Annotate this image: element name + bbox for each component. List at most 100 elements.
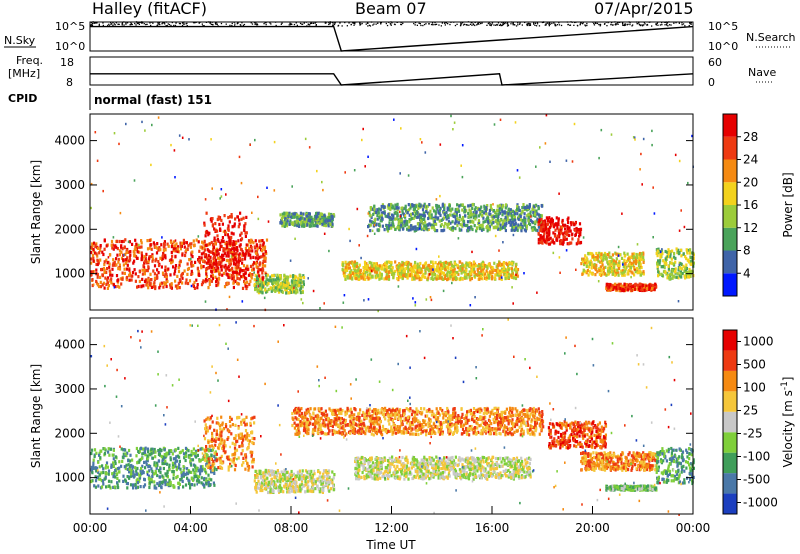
heat-cell xyxy=(534,220,537,224)
heat-cell xyxy=(151,259,154,263)
heat-cell xyxy=(149,255,152,259)
heat-speck xyxy=(582,236,585,239)
heat-cell xyxy=(159,256,162,260)
heat-speck xyxy=(549,160,551,163)
heat-cell xyxy=(170,250,173,254)
heat-cell xyxy=(392,216,395,220)
noise-left-tick-bottom: 10^0 xyxy=(55,40,85,53)
heat-cell xyxy=(297,277,300,281)
heat-cell xyxy=(577,238,580,242)
heat-cell xyxy=(344,270,347,274)
heat-cell xyxy=(478,271,481,275)
heat-cell xyxy=(690,255,693,259)
series-dot xyxy=(150,21,153,23)
heat-cell xyxy=(567,242,571,246)
heat-cell xyxy=(210,250,213,254)
heat-cell xyxy=(459,260,462,264)
heat-speck xyxy=(500,276,503,279)
heat-speck xyxy=(118,142,120,146)
heat-cell xyxy=(182,238,185,242)
heat-cell xyxy=(506,213,509,217)
heat-cell xyxy=(174,266,177,271)
heat-cell xyxy=(547,227,550,231)
series-dot xyxy=(231,24,233,27)
heat-cell xyxy=(515,270,518,274)
heat-cell xyxy=(569,229,572,233)
heat-cell xyxy=(604,265,607,269)
heat-cell xyxy=(596,254,599,258)
heat-cell xyxy=(420,213,423,217)
heat-speck xyxy=(518,176,521,179)
heat-cell xyxy=(236,281,239,285)
heat-speck xyxy=(204,198,207,201)
heat-cell xyxy=(153,272,156,276)
series-dot xyxy=(476,24,478,26)
heat-cell xyxy=(165,275,168,279)
heat-cell xyxy=(692,261,695,265)
heat-cell xyxy=(647,284,650,288)
heat-cell xyxy=(444,273,447,277)
heat-cell xyxy=(216,256,219,260)
heat-cell xyxy=(402,212,405,216)
heat-cell xyxy=(197,259,200,263)
heat-cell xyxy=(433,272,437,276)
heat-cell xyxy=(305,214,308,218)
heat-cell xyxy=(132,250,135,254)
heat-cell xyxy=(662,259,665,263)
heat-cell xyxy=(125,258,128,262)
series-dot xyxy=(434,23,437,26)
heat-cell xyxy=(416,215,419,219)
heat-cell xyxy=(218,273,221,277)
series-dot xyxy=(490,24,492,27)
heat-cell xyxy=(291,279,294,283)
heat-cell xyxy=(506,217,509,221)
series-dot xyxy=(463,23,466,25)
heat-cell xyxy=(474,272,477,277)
heat-cell xyxy=(623,251,626,255)
heat-cell xyxy=(671,276,674,280)
series-dot xyxy=(156,24,158,27)
heat-cell xyxy=(399,225,402,229)
heat-cell xyxy=(196,283,199,287)
heat-cell xyxy=(266,273,269,277)
heat-cell xyxy=(684,266,687,270)
heat-cell xyxy=(130,278,133,282)
heat-cell xyxy=(319,215,322,219)
heat-speck xyxy=(323,302,325,305)
heat-cell xyxy=(396,277,399,281)
heat-cell xyxy=(667,267,670,271)
series-dot xyxy=(369,25,372,27)
heat-speck xyxy=(666,255,668,258)
heat-cell xyxy=(507,272,510,276)
heat-cell xyxy=(602,269,605,273)
heat-cell xyxy=(676,272,679,276)
heat-cell xyxy=(660,265,663,269)
heat-cell xyxy=(635,252,638,257)
heat-cell xyxy=(585,257,588,261)
heat-cell xyxy=(230,242,233,246)
heat-cell xyxy=(161,254,164,258)
heat-cell xyxy=(635,266,638,271)
heat-cell xyxy=(624,287,627,291)
heat-cell xyxy=(652,283,655,287)
heat-cell xyxy=(158,286,161,290)
heat-cell xyxy=(632,260,635,264)
heat-cell xyxy=(214,258,218,262)
heat-cell xyxy=(585,260,588,264)
heat-cell xyxy=(246,280,249,284)
heat-cell xyxy=(657,274,660,278)
heat-cell xyxy=(629,284,632,289)
heat-cell xyxy=(427,276,430,280)
colorbar-tick-label: 12 xyxy=(743,221,758,235)
heat-cell xyxy=(467,211,470,216)
heat-cell xyxy=(241,250,244,254)
heat-cell xyxy=(403,220,406,224)
heat-cell xyxy=(183,240,186,245)
heat-cell xyxy=(515,267,518,271)
heat-cell xyxy=(541,229,544,233)
heat-cell xyxy=(260,284,263,288)
heat-speck xyxy=(678,159,681,163)
heat-cell xyxy=(438,211,441,216)
heat-cell xyxy=(136,250,139,254)
heat-cell xyxy=(405,267,408,271)
